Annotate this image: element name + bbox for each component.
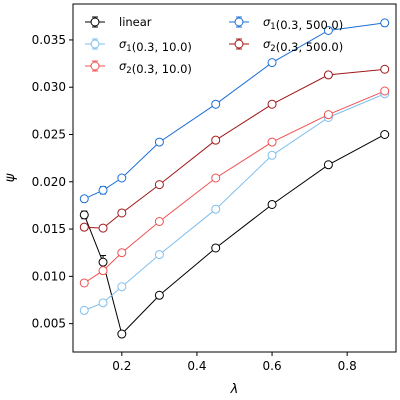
- data-point: [154, 250, 164, 260]
- legend-label: linear: [119, 15, 152, 29]
- x-tick-label: 0.8: [338, 359, 357, 373]
- data-point: [323, 110, 333, 120]
- data-point: [267, 199, 277, 209]
- data-point: [98, 223, 108, 233]
- x-tick-label: 0.4: [187, 359, 206, 373]
- y-tick-label: 0.030: [32, 80, 66, 94]
- data-point: [98, 266, 108, 276]
- legend-entry: σ1(0.3, 500.0): [229, 15, 343, 32]
- data-point: [154, 180, 164, 190]
- data-point: [267, 137, 277, 147]
- legend-entry: σ1(0.3, 10.0): [85, 37, 192, 54]
- data-point: [380, 18, 390, 28]
- y-tick-label: 0.010: [32, 269, 66, 283]
- y-tick-label: 0.015: [32, 222, 66, 236]
- data-point: [154, 290, 164, 300]
- data-point: [267, 58, 277, 68]
- data-point: [117, 248, 127, 258]
- y-tick-label: 0.025: [32, 128, 66, 142]
- legend-label: σ1(0.3, 10.0): [119, 37, 192, 54]
- data-point: [117, 208, 127, 218]
- series-2: [79, 86, 390, 288]
- data-point: [79, 222, 89, 232]
- y-tick-label: 0.020: [32, 175, 66, 189]
- y-axis-label: ψ: [3, 173, 18, 182]
- legend-entry: σ2(0.3, 500.0): [229, 37, 343, 54]
- data-point: [154, 137, 164, 147]
- legend-label: σ1(0.3, 500.0): [263, 15, 343, 32]
- series-line: [84, 93, 385, 311]
- x-tick-label: 0.2: [112, 359, 131, 373]
- data-point: [211, 204, 221, 214]
- data-point: [211, 135, 221, 145]
- data-point: [323, 160, 333, 170]
- series-line: [83, 134, 385, 335]
- legend: linear σ1(0.3, 10.0) σ2(0.3, 10.0) σ1(0.3, …: [85, 15, 343, 76]
- data-point: [211, 243, 221, 253]
- axis-ticks: 0.2 0.4 0.6 0.8 0.005 0.010 0.015 0.020 0.025 0.0…: [32, 33, 357, 373]
- x-tick-label: 0.6: [263, 359, 282, 373]
- data-point: [79, 305, 89, 315]
- y-tick-label: 0.005: [32, 317, 66, 331]
- series-1: [79, 89, 390, 315]
- series-3: [79, 18, 390, 204]
- series-0: [79, 130, 390, 339]
- series-4: [79, 64, 390, 233]
- data-point: [117, 282, 127, 292]
- legend-marker: [234, 17, 244, 27]
- series-line: [84, 68, 385, 229]
- series-line: [84, 90, 385, 284]
- data-point: [117, 329, 127, 339]
- legend-label: σ2(0.3, 500.0): [263, 37, 343, 54]
- data-point: [380, 64, 390, 74]
- data-point: [380, 86, 390, 96]
- legend-entry: linear: [85, 15, 152, 29]
- data-point: [98, 185, 108, 195]
- legend-marker: [90, 61, 100, 71]
- data-point: [98, 257, 108, 267]
- axes-frame: [72, 3, 397, 353]
- data-point: [323, 70, 333, 80]
- data-point: [267, 150, 277, 160]
- data-point: [267, 99, 277, 109]
- data-point: [98, 298, 108, 308]
- data-point: [211, 99, 221, 109]
- y-tick-label: 0.035: [32, 33, 66, 47]
- x-axis-label: λ: [230, 382, 239, 397]
- legend-marker: [90, 17, 100, 27]
- data-point: [380, 130, 390, 139]
- legend-marker: [90, 39, 100, 49]
- data-point: [79, 278, 89, 288]
- data-point: [79, 210, 89, 220]
- legend-entry: σ2(0.3, 10.0): [85, 59, 192, 76]
- legend-label: σ2(0.3, 10.0): [119, 59, 192, 76]
- data-point: [117, 173, 127, 183]
- plot-area: [79, 18, 390, 339]
- data-point: [211, 173, 221, 183]
- data-point: [323, 25, 333, 35]
- data-point: [79, 194, 89, 204]
- data-point: [154, 217, 164, 226]
- legend-marker: [234, 39, 244, 49]
